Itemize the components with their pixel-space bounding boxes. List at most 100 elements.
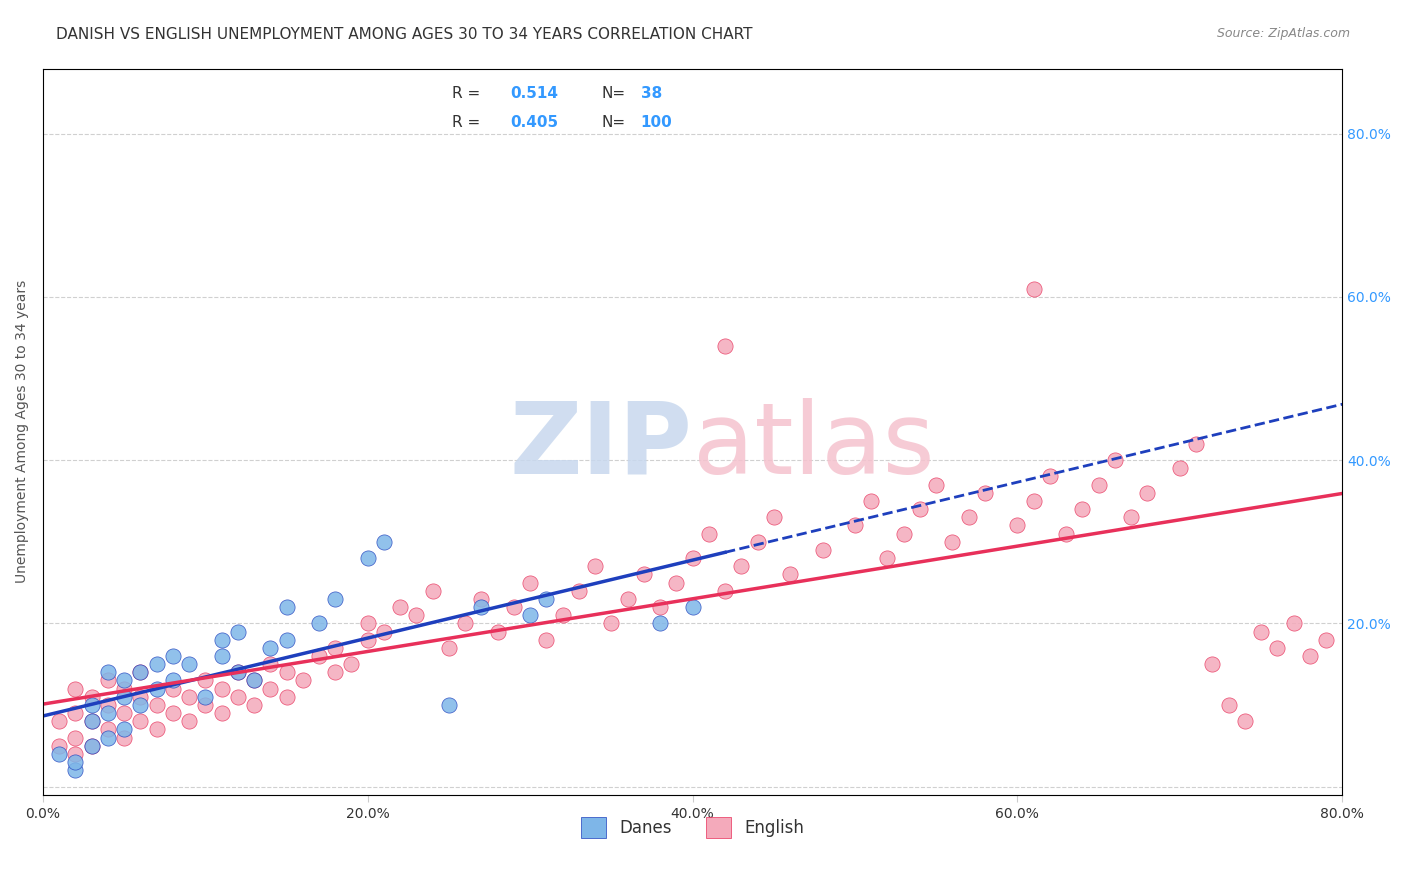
Point	[941, 534, 963, 549]
Point	[48, 747, 70, 761]
Point	[145, 657, 167, 672]
Point	[48, 739, 70, 753]
Point	[243, 673, 266, 688]
Point	[177, 657, 200, 672]
Point	[714, 583, 737, 598]
Point	[97, 706, 120, 720]
Point	[65, 731, 87, 745]
Point	[226, 690, 249, 704]
Point	[211, 681, 233, 696]
Text: 0.514: 0.514	[510, 87, 558, 102]
Point	[211, 706, 233, 720]
Point	[194, 698, 217, 712]
Point	[276, 632, 298, 647]
Point	[65, 681, 87, 696]
Point	[665, 575, 688, 590]
Point	[811, 543, 834, 558]
Point	[129, 665, 152, 680]
Text: atlas: atlas	[693, 398, 934, 495]
Point	[583, 559, 606, 574]
Point	[1119, 510, 1142, 524]
Point	[97, 723, 120, 737]
Point	[536, 632, 558, 647]
Point	[276, 690, 298, 704]
Point	[112, 731, 135, 745]
Point	[308, 648, 330, 663]
Point	[648, 616, 671, 631]
Point	[389, 600, 412, 615]
Point	[925, 477, 948, 491]
Point	[97, 665, 120, 680]
Point	[129, 714, 152, 729]
Y-axis label: Unemployment Among Ages 30 to 34 years: Unemployment Among Ages 30 to 34 years	[15, 280, 30, 583]
Point	[682, 551, 704, 566]
Point	[519, 575, 541, 590]
Point	[1185, 437, 1208, 451]
Point	[470, 591, 492, 606]
Point	[97, 698, 120, 712]
Point	[373, 624, 395, 639]
Point	[226, 665, 249, 680]
Point	[1168, 461, 1191, 475]
Point	[437, 640, 460, 655]
Point	[633, 567, 655, 582]
Point	[129, 690, 152, 704]
Point	[259, 640, 281, 655]
Point	[145, 723, 167, 737]
Point	[357, 551, 380, 566]
Point	[519, 608, 541, 623]
Point	[747, 534, 769, 549]
Point	[908, 502, 931, 516]
Point	[80, 714, 103, 729]
Point	[1136, 485, 1159, 500]
Point	[323, 591, 346, 606]
Point	[291, 673, 314, 688]
Point	[276, 600, 298, 615]
Point	[1265, 640, 1288, 655]
Point	[405, 608, 427, 623]
Point	[259, 657, 281, 672]
Point	[308, 616, 330, 631]
Point	[974, 485, 997, 500]
Point	[503, 600, 526, 615]
Point	[211, 648, 233, 663]
Point	[357, 616, 380, 631]
Point	[648, 600, 671, 615]
Text: N=: N=	[602, 115, 626, 130]
Point	[112, 723, 135, 737]
Point	[551, 608, 574, 623]
Point	[112, 690, 135, 704]
Text: R =: R =	[453, 115, 485, 130]
Text: 38: 38	[641, 87, 662, 102]
Point	[276, 665, 298, 680]
Point	[714, 339, 737, 353]
Point	[80, 698, 103, 712]
Text: Source: ZipAtlas.com: Source: ZipAtlas.com	[1216, 27, 1350, 40]
Point	[243, 673, 266, 688]
Point	[226, 665, 249, 680]
Point	[1282, 616, 1305, 631]
Point	[1201, 657, 1223, 672]
Point	[112, 681, 135, 696]
Text: 100: 100	[641, 115, 672, 130]
Text: 0.405: 0.405	[510, 115, 558, 130]
Point	[860, 494, 883, 508]
Point	[112, 706, 135, 720]
Text: DANISH VS ENGLISH UNEMPLOYMENT AMONG AGES 30 TO 34 YEARS CORRELATION CHART: DANISH VS ENGLISH UNEMPLOYMENT AMONG AGE…	[56, 27, 752, 42]
Point	[697, 526, 720, 541]
Point	[470, 600, 492, 615]
Point	[536, 591, 558, 606]
Point	[323, 640, 346, 655]
Point	[162, 673, 184, 688]
Point	[1218, 698, 1240, 712]
Point	[1007, 518, 1029, 533]
Point	[730, 559, 752, 574]
Point	[211, 632, 233, 647]
Point	[80, 739, 103, 753]
Point	[1054, 526, 1077, 541]
Point	[1104, 453, 1126, 467]
Point	[177, 714, 200, 729]
Point	[145, 681, 167, 696]
Legend: Danes, English: Danes, English	[575, 811, 810, 845]
Point	[80, 739, 103, 753]
